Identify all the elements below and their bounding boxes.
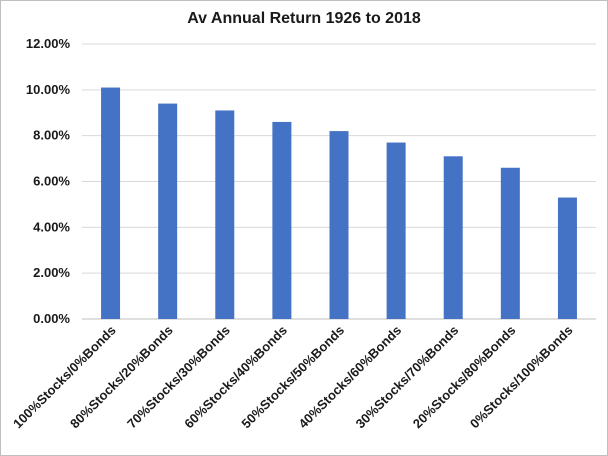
y-tick-label: 8.00% bbox=[33, 128, 70, 143]
y-tick-label: 6.00% bbox=[33, 174, 70, 189]
bar bbox=[329, 131, 349, 319]
y-tick-label: 4.00% bbox=[33, 219, 70, 234]
x-category-label: 30%Stocks/70%Bonds bbox=[353, 323, 462, 432]
bar bbox=[215, 110, 235, 319]
bar bbox=[158, 103, 178, 319]
x-category-label: 80%Stocks/20%Bonds bbox=[67, 323, 176, 432]
x-category-label: 20%Stocks/80%Bonds bbox=[410, 323, 519, 432]
y-tick-label: 10.00% bbox=[26, 82, 71, 97]
x-category-label: 70%Stocks/30%Bonds bbox=[124, 323, 233, 432]
x-category-label: 50%Stocks/50%Bonds bbox=[238, 323, 347, 432]
bar bbox=[500, 167, 520, 319]
x-category-label: 40%Stocks/60%Bonds bbox=[296, 323, 405, 432]
bar bbox=[272, 121, 292, 320]
chart-title: Av Annual Return 1926 to 2018 bbox=[187, 10, 421, 27]
y-tick-label: 0.00% bbox=[33, 311, 70, 326]
x-category-label: 0%Stocks/100%Bonds bbox=[467, 323, 576, 432]
bar bbox=[557, 197, 577, 319]
bar bbox=[443, 156, 463, 319]
bar bbox=[386, 142, 406, 319]
x-category-label: 60%Stocks/40%Bonds bbox=[181, 323, 290, 432]
x-category-label: 100%Stocks/0%Bonds bbox=[10, 323, 119, 432]
bar bbox=[101, 87, 121, 320]
y-tick-label: 2.00% bbox=[33, 265, 70, 280]
y-tick-label: 12.00% bbox=[26, 36, 71, 51]
